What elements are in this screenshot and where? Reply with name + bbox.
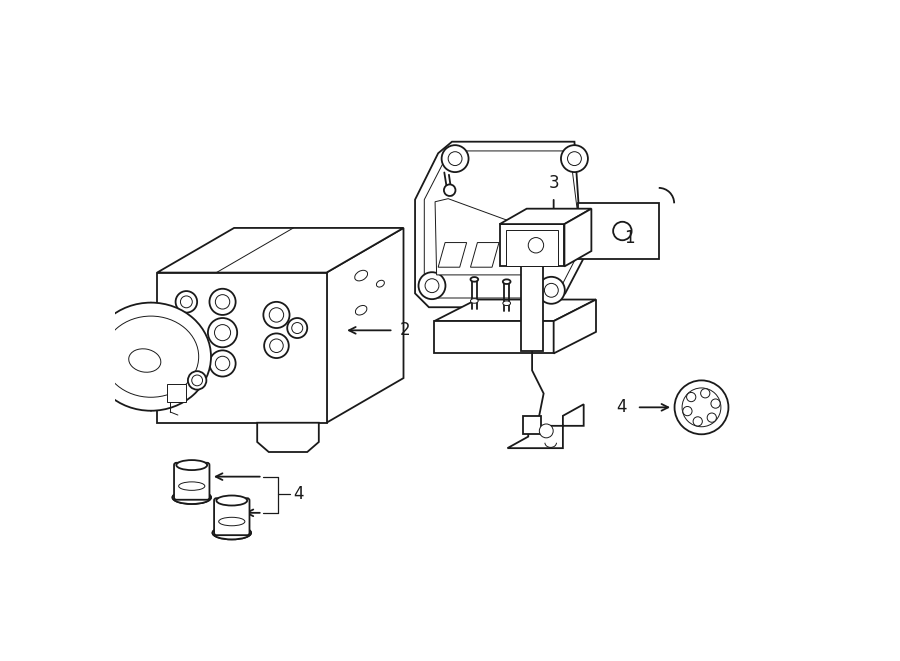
- Ellipse shape: [503, 280, 510, 284]
- Circle shape: [539, 424, 554, 438]
- Circle shape: [707, 413, 716, 422]
- Circle shape: [215, 356, 230, 371]
- Polygon shape: [435, 299, 596, 321]
- Ellipse shape: [104, 316, 199, 397]
- Polygon shape: [564, 209, 591, 266]
- FancyBboxPatch shape: [174, 463, 210, 500]
- Circle shape: [214, 325, 230, 340]
- Circle shape: [448, 152, 462, 165]
- Polygon shape: [508, 405, 584, 448]
- Text: 2: 2: [400, 321, 410, 339]
- Polygon shape: [471, 243, 499, 267]
- Circle shape: [176, 291, 197, 313]
- Circle shape: [711, 399, 720, 408]
- Circle shape: [613, 222, 632, 240]
- Ellipse shape: [219, 518, 245, 525]
- Circle shape: [210, 289, 236, 315]
- Polygon shape: [578, 204, 659, 258]
- Circle shape: [682, 388, 721, 427]
- Text: 4: 4: [293, 485, 304, 503]
- Ellipse shape: [355, 270, 367, 281]
- Ellipse shape: [471, 299, 478, 303]
- Polygon shape: [167, 384, 185, 402]
- Circle shape: [442, 145, 469, 172]
- Circle shape: [292, 323, 302, 334]
- Polygon shape: [424, 151, 581, 298]
- Circle shape: [693, 417, 702, 426]
- Ellipse shape: [173, 491, 211, 504]
- Circle shape: [264, 302, 290, 328]
- Circle shape: [208, 318, 238, 347]
- Circle shape: [683, 407, 692, 416]
- Polygon shape: [327, 228, 403, 423]
- Circle shape: [700, 389, 710, 398]
- Circle shape: [568, 152, 581, 165]
- Polygon shape: [554, 299, 596, 354]
- Polygon shape: [521, 232, 543, 351]
- Polygon shape: [158, 228, 403, 272]
- Polygon shape: [415, 141, 589, 307]
- Circle shape: [180, 296, 193, 308]
- Polygon shape: [435, 199, 552, 275]
- Ellipse shape: [91, 303, 211, 410]
- Ellipse shape: [503, 301, 510, 305]
- Ellipse shape: [471, 277, 478, 282]
- Polygon shape: [438, 243, 466, 267]
- Circle shape: [192, 375, 202, 386]
- Circle shape: [544, 284, 558, 297]
- Ellipse shape: [173, 491, 211, 504]
- Circle shape: [425, 279, 439, 293]
- Circle shape: [270, 339, 284, 352]
- Ellipse shape: [216, 496, 248, 506]
- Circle shape: [215, 295, 230, 309]
- Circle shape: [174, 351, 199, 375]
- Polygon shape: [523, 416, 541, 434]
- Text: 4: 4: [616, 399, 626, 416]
- Circle shape: [179, 325, 194, 340]
- Text: 3: 3: [548, 174, 559, 192]
- Circle shape: [674, 380, 728, 434]
- Ellipse shape: [212, 526, 251, 539]
- Polygon shape: [435, 321, 554, 354]
- FancyBboxPatch shape: [214, 498, 249, 535]
- Circle shape: [174, 319, 200, 346]
- Ellipse shape: [212, 526, 251, 539]
- Polygon shape: [500, 209, 591, 224]
- Circle shape: [269, 308, 284, 322]
- Circle shape: [561, 145, 588, 172]
- Ellipse shape: [176, 460, 207, 470]
- Circle shape: [210, 350, 236, 377]
- Polygon shape: [158, 272, 327, 423]
- Circle shape: [528, 237, 544, 253]
- Circle shape: [687, 393, 696, 402]
- Circle shape: [264, 333, 289, 358]
- Circle shape: [418, 272, 446, 299]
- Circle shape: [538, 277, 565, 304]
- Circle shape: [188, 371, 206, 389]
- Polygon shape: [506, 230, 558, 266]
- Ellipse shape: [356, 305, 367, 315]
- Circle shape: [444, 184, 455, 196]
- Ellipse shape: [179, 482, 205, 490]
- Circle shape: [180, 357, 194, 370]
- Text: 1: 1: [625, 229, 635, 247]
- Ellipse shape: [129, 349, 161, 372]
- Circle shape: [287, 318, 307, 338]
- Ellipse shape: [376, 280, 384, 287]
- Polygon shape: [500, 224, 564, 266]
- Polygon shape: [257, 423, 319, 452]
